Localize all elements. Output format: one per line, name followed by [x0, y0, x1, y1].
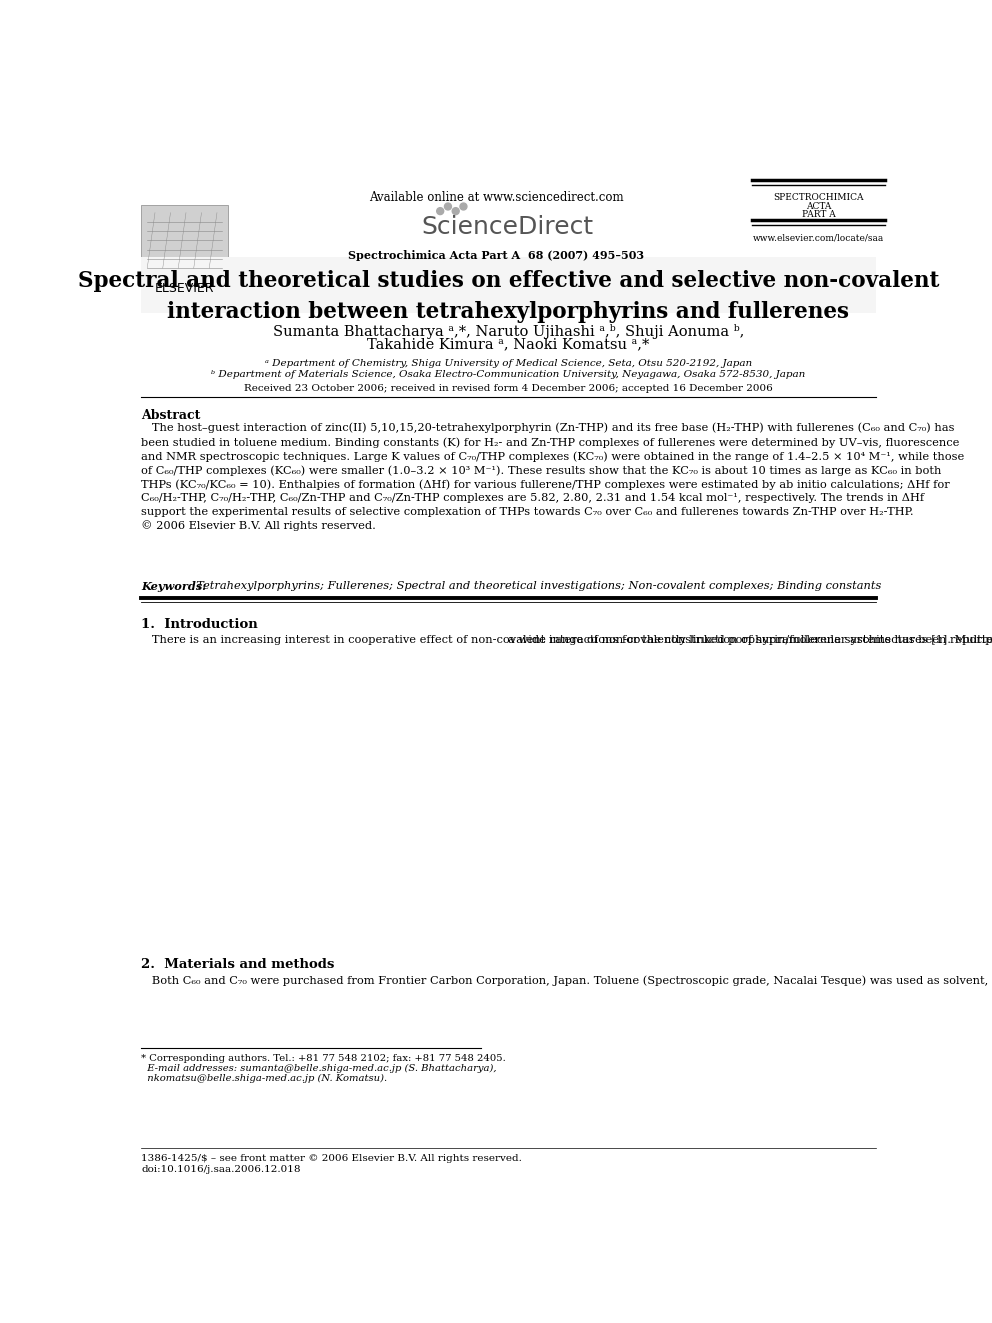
- Text: Sumanta Bhattacharya ᵃ,*, Naruto Ujihashi ᵃ,ᵇ, Shuji Aonuma ᵇ,: Sumanta Bhattacharya ᵃ,*, Naruto Ujihash…: [273, 324, 744, 339]
- Text: The host–guest interaction of zinc(II) 5,10,15,20-tetrahexylporphyrin (Zn-THP) a: The host–guest interaction of zinc(II) 5…: [141, 423, 964, 532]
- Text: www.elsevier.com/locate/saa: www.elsevier.com/locate/saa: [753, 233, 884, 242]
- Text: ELSEVIER: ELSEVIER: [155, 282, 214, 295]
- Circle shape: [436, 208, 443, 214]
- Text: Abstract: Abstract: [141, 409, 200, 422]
- Text: Takahide Kimura ᵃ, Naoki Komatsu ᵃ,*: Takahide Kimura ᵃ, Naoki Komatsu ᵃ,*: [367, 337, 650, 352]
- Text: SPECTROCHIMICA: SPECTROCHIMICA: [773, 193, 864, 201]
- Bar: [141, 205, 228, 275]
- Text: Spectrochimica Acta Part A  68 (2007) 495–503: Spectrochimica Acta Part A 68 (2007) 495…: [348, 250, 644, 261]
- Text: Spectral and theoretical studies on effective and selective non-covalent
interac: Spectral and theoretical studies on effe…: [77, 270, 939, 323]
- Circle shape: [444, 202, 451, 210]
- Text: ScienceDirect: ScienceDirect: [422, 214, 593, 239]
- Text: Both C₆₀ and C₇₀ were purchased from Frontier Carbon Corporation, Japan. Toluene: Both C₆₀ and C₇₀ were purchased from Fro…: [141, 975, 992, 986]
- Text: a wide range of non-covalently linked porphyrin/fullerene systems has been repor: a wide range of non-covalently linked po…: [509, 635, 992, 646]
- Text: ᵇ Department of Materials Science, Osaka Electro-Communication University, Neyag: ᵇ Department of Materials Science, Osaka…: [211, 369, 806, 378]
- Text: Received 23 October 2006; received in revised form 4 December 2006; accepted 16 : Received 23 October 2006; received in re…: [244, 384, 773, 393]
- Text: There is an increasing interest in cooperative effect of non-covalent interactio: There is an increasing interest in coope…: [141, 635, 992, 644]
- Text: Available online at www.sciencedirect.com: Available online at www.sciencedirect.co…: [369, 191, 623, 204]
- Circle shape: [452, 208, 459, 214]
- Text: Keywords:: Keywords:: [141, 581, 206, 591]
- Text: Tetrahexylporphyrins; Fullerenes; Spectral and theoretical investigations; Non-c: Tetrahexylporphyrins; Fullerenes; Spectr…: [189, 581, 882, 591]
- Text: * Corresponding authors. Tel.: +81 77 548 2102; fax: +81 77 548 2405.: * Corresponding authors. Tel.: +81 77 54…: [141, 1054, 506, 1064]
- Text: 1386-1425/$ – see front matter © 2006 Elsevier B.V. All rights reserved.: 1386-1425/$ – see front matter © 2006 El…: [141, 1155, 522, 1163]
- Text: ACTA: ACTA: [806, 202, 831, 210]
- Text: PART A: PART A: [802, 210, 835, 220]
- Bar: [141, 257, 876, 312]
- Circle shape: [460, 202, 467, 210]
- Text: ᵃ Department of Chemistry, Shiga University of Medical Science, Seta, Otsu 520-2: ᵃ Department of Chemistry, Shiga Univers…: [265, 359, 752, 368]
- Text: 2.  Materials and methods: 2. Materials and methods: [141, 958, 334, 971]
- Text: E-mail addresses: sumanta@belle.shiga-med.ac.jp (S. Bhattacharya),: E-mail addresses: sumanta@belle.shiga-me…: [141, 1064, 497, 1073]
- Text: doi:10.1016/j.saa.2006.12.018: doi:10.1016/j.saa.2006.12.018: [141, 1166, 301, 1174]
- Text: 1.  Introduction: 1. Introduction: [141, 618, 258, 631]
- Text: nkomatsu@belle.shiga-med.ac.jp (N. Komatsu).: nkomatsu@belle.shiga-med.ac.jp (N. Komat…: [141, 1074, 387, 1084]
